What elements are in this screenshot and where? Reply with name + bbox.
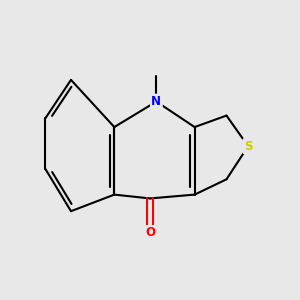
Text: O: O (145, 226, 155, 239)
Text: N: N (152, 95, 161, 108)
Text: S: S (244, 140, 252, 153)
